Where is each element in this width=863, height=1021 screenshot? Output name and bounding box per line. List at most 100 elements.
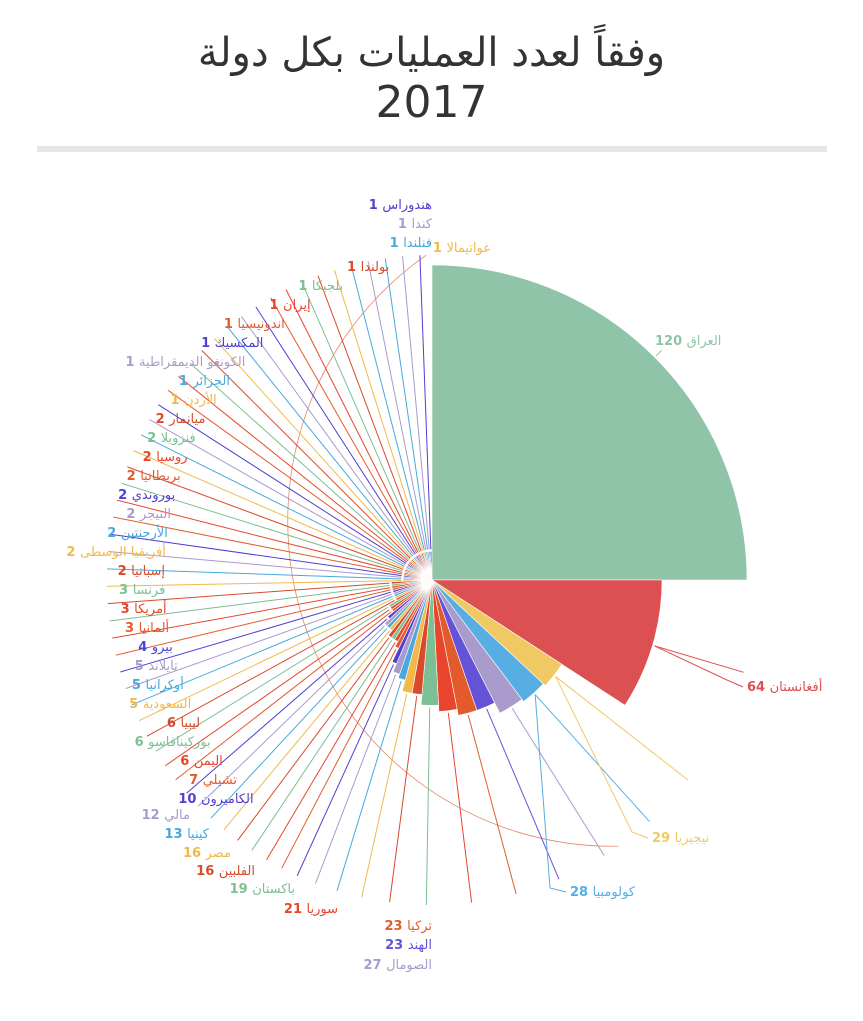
label-value: 2 xyxy=(107,526,121,541)
label-name: ألمانيا xyxy=(139,619,170,636)
label-value: 6 xyxy=(180,754,194,769)
leader-فنلندا xyxy=(384,258,429,550)
leader-elbow-أفغانستان xyxy=(654,645,744,688)
label-name: إسبانيا xyxy=(131,564,165,579)
slice-هندوراس xyxy=(429,550,433,581)
label-name: بوروندي xyxy=(132,488,176,503)
label-value: 3 xyxy=(119,583,133,598)
leader-بوركينافاسو xyxy=(251,640,393,851)
label-name: مصر xyxy=(205,846,231,861)
label-الأرجنتين: 2 الأرجنتين xyxy=(107,524,168,541)
label-إيران: 1 إيران xyxy=(269,298,310,313)
leader-unlabeled xyxy=(350,265,425,551)
leader-المكسيك xyxy=(110,533,402,577)
leader-ميانمار xyxy=(107,582,390,605)
label-value: 3 xyxy=(121,602,135,617)
label-value: 1 xyxy=(201,336,215,351)
label-name: أوكرانيا xyxy=(145,676,183,693)
title-divider xyxy=(37,146,827,152)
label-value: 1 xyxy=(179,374,193,389)
leader-فنزويلا xyxy=(109,584,390,622)
slice-العراق xyxy=(431,264,748,581)
label-سوريا: 21 سوريا xyxy=(284,902,338,917)
label-name: ميانمار xyxy=(168,412,205,427)
label-value: 2 xyxy=(118,488,132,503)
label-name: روسيا xyxy=(156,450,187,465)
slice-ميانمار xyxy=(391,579,433,585)
slice-بيرو xyxy=(387,579,433,620)
label-كولومبيا: 28 كولومبيا xyxy=(570,885,636,900)
label-name: كينيا xyxy=(187,827,210,842)
title-block: وفقاً لعدد العمليات بكل دولة 2017 xyxy=(0,28,863,128)
label-name: فنزويلا xyxy=(161,431,196,446)
label-name: أمريكا xyxy=(134,600,167,617)
leader-أفريقيا-الوسطى xyxy=(138,598,394,722)
label-name: أفغانستان xyxy=(770,678,823,695)
label-أوكرانيا: 5 أوكرانيا xyxy=(132,676,184,693)
label-تشيلي: 7 تشيلي xyxy=(189,773,237,788)
label-فنزويلا: 2 فنزويلا xyxy=(147,431,196,446)
leader-هندوراس xyxy=(419,255,432,550)
label-value: 1 xyxy=(390,236,404,251)
label-مالي: 12 مالي xyxy=(142,808,190,823)
label-name: تركيا xyxy=(407,919,432,934)
label-name: بريطانيا xyxy=(140,469,181,484)
leader-unlabeled xyxy=(227,326,414,557)
label-value: 2 xyxy=(127,469,141,484)
label-value: 29 xyxy=(652,831,675,846)
leader-أوكرانيا xyxy=(210,628,388,819)
leader-كندا xyxy=(402,256,430,550)
label-الهند: 23 الهند xyxy=(385,938,432,953)
label-value: 6 xyxy=(167,716,181,731)
label-تركيا: 23 تركيا xyxy=(385,919,433,934)
label-value: 16 xyxy=(196,864,219,879)
leader-ليبيا xyxy=(237,637,390,841)
label-أفريقيا-الوسطى: 2 أفريقيا الوسطى xyxy=(66,543,165,560)
label-تايلاند: 5 تايلاند xyxy=(135,659,178,674)
label-الأردن: 1 الأردن xyxy=(171,391,217,408)
label-الفلبين: 16 الفلبين xyxy=(196,864,255,879)
leader-unlabeled xyxy=(255,306,416,555)
label-name: المكسيك xyxy=(215,336,264,351)
label-value: 1 xyxy=(125,355,139,370)
leader-الكاميرون xyxy=(296,664,394,876)
chart-title: وفقاً لعدد العمليات بكل دولة xyxy=(197,30,666,76)
label-name: سوريا xyxy=(307,902,338,917)
label-name: السعودية xyxy=(143,697,192,712)
label-name: بلجيكا xyxy=(312,279,343,294)
leader-السعودية xyxy=(223,630,390,830)
label-name: الأردن xyxy=(184,391,217,408)
label-value: 21 xyxy=(284,902,307,917)
leader-unlabeled xyxy=(317,275,422,552)
label-بوركينافاسو: 6 بوركينافاسو xyxy=(135,735,211,750)
label-العراق: 120 العراق xyxy=(655,334,721,349)
label-value: 13 xyxy=(164,827,187,842)
leader-unlabeled xyxy=(333,269,424,551)
label-name: غواتيمالا xyxy=(446,241,490,256)
slice-أفغانستان xyxy=(430,579,663,706)
leader-بيرو xyxy=(186,618,388,794)
label-value: 5 xyxy=(132,678,146,693)
label-value: 2 xyxy=(143,450,157,465)
label-ميانمار: 2 ميانمار xyxy=(156,412,206,427)
label-اندونيسيا: 1 اندونيسيا xyxy=(224,317,285,332)
label-نيجيريا: 29 نيجيريا xyxy=(652,831,709,846)
leader-باكستان xyxy=(425,707,431,905)
label-value: 5 xyxy=(129,697,143,712)
label-value: 4 xyxy=(138,640,152,655)
label-ring xyxy=(287,254,619,847)
label-أمريكا: 3 أمريكا xyxy=(121,600,167,617)
leader-الصومال xyxy=(511,708,605,856)
label-name: فنلندا xyxy=(403,236,432,251)
chart-slices xyxy=(384,264,748,716)
chart-labels: 120 العراق 6 4 أفغانستان 29 نيجيريا 28 كولوم… xyxy=(66,198,822,973)
label-value: 2 xyxy=(147,431,161,446)
leader-مصر xyxy=(361,694,408,898)
label-name: النيجر xyxy=(139,507,171,522)
leader-unlabeled xyxy=(201,350,411,559)
label-name: الهند xyxy=(408,938,432,953)
label-الصومال: 27 الصومال xyxy=(363,958,432,973)
slice-فرنسا xyxy=(388,579,433,608)
chart-subtitle: 2017 xyxy=(375,77,488,128)
label-value: 2 xyxy=(118,564,132,579)
